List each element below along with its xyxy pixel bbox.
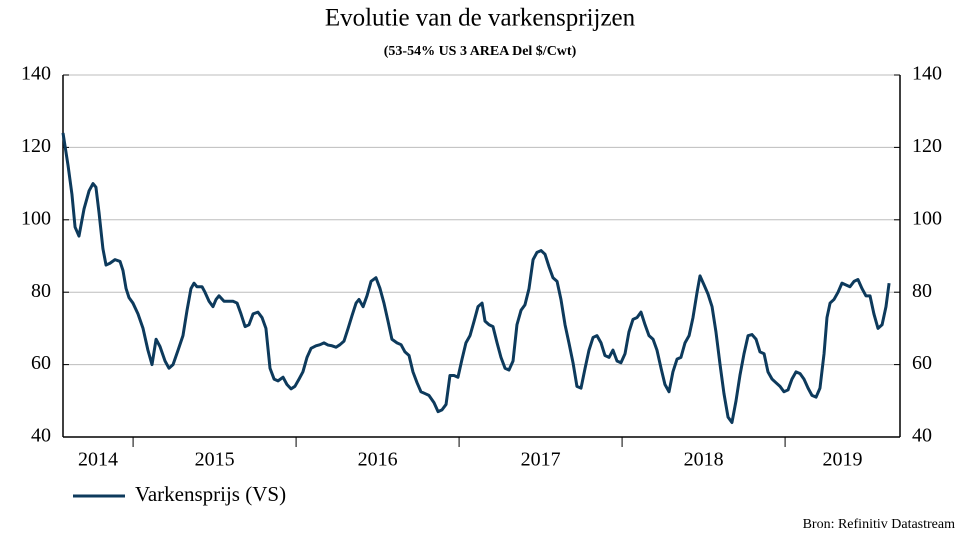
y2-tick-label: 60: [912, 352, 932, 374]
y2-tick-label: 120: [912, 135, 942, 157]
y2-tick-label: 40: [912, 425, 932, 447]
x-tick-label: 2018: [684, 449, 724, 471]
x-tick-label: 2015: [195, 449, 235, 471]
y-tick-label: 140: [21, 63, 51, 85]
y2-tick-label: 100: [912, 207, 942, 229]
x-tick-label: 2019: [823, 449, 863, 471]
chart-subtitle: (53-54% US 3 AREA Del $/Cwt): [384, 44, 577, 59]
y-tick-label: 60: [31, 352, 51, 374]
x-tick-label: 2017: [521, 449, 561, 471]
x-tick-label: 2014: [78, 449, 118, 471]
y2-tick-label: 80: [912, 280, 932, 302]
chart-title: Evolutie van de varkensprijzen: [325, 5, 636, 32]
y-tick-label: 40: [31, 425, 51, 447]
x-tick-label: 2016: [358, 449, 398, 471]
legend-label: Varkensprijs (VS): [135, 482, 286, 506]
y2-tick-label: 140: [912, 63, 942, 85]
line-series: [61, 132, 891, 425]
y-tick-label: 100: [21, 207, 51, 229]
y-tick-label: 120: [21, 135, 51, 157]
source-note: Bron: Refinitiv Datastream: [803, 517, 956, 532]
y-tick-label: 80: [31, 280, 51, 302]
